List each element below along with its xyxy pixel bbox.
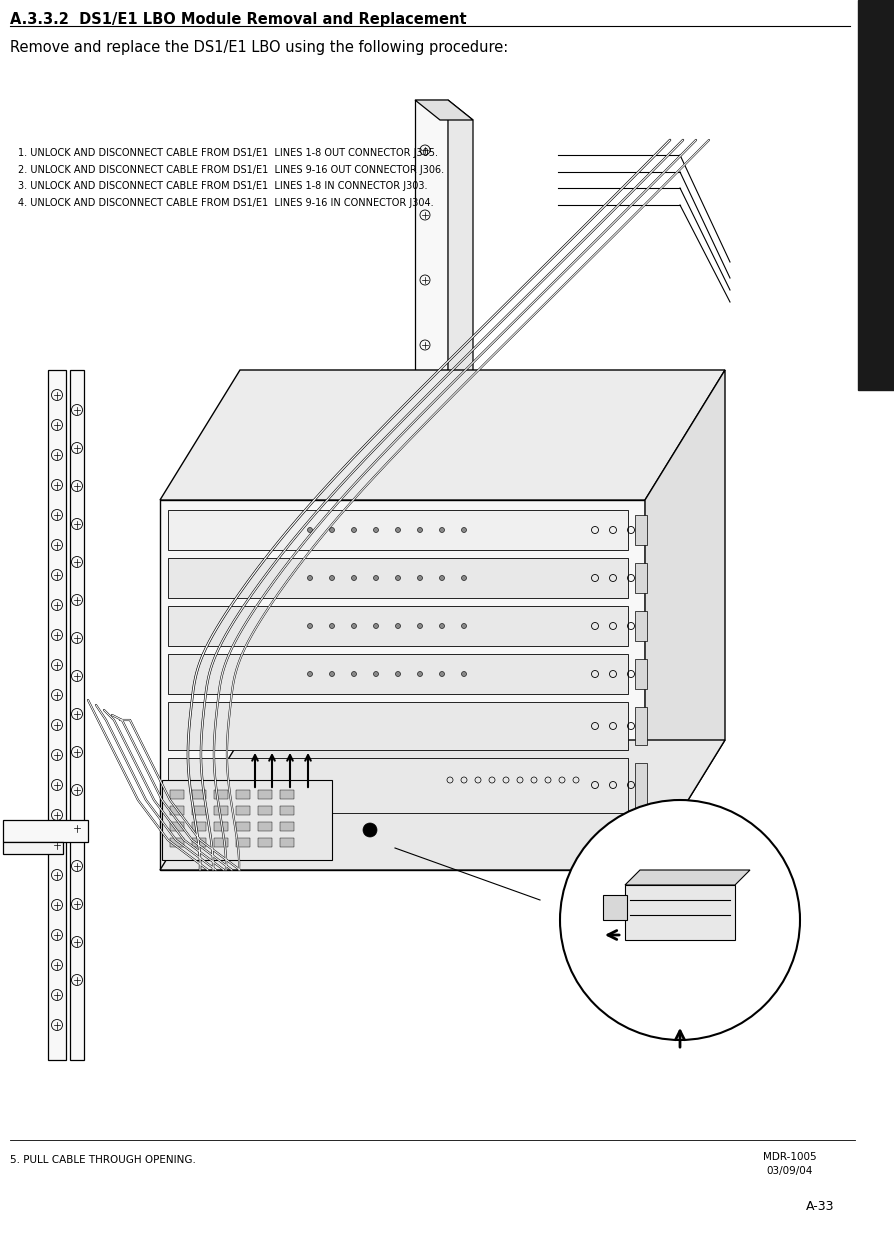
Bar	[236, 822, 249, 831]
Bar	[634, 515, 646, 545]
Bar	[192, 806, 206, 815]
Circle shape	[461, 576, 466, 581]
Circle shape	[308, 576, 312, 581]
Circle shape	[351, 672, 356, 677]
Text: Remove and replace the DS1/E1 LBO using the following procedure:: Remove and replace the DS1/E1 LBO using …	[10, 39, 508, 55]
Bar	[280, 790, 293, 799]
Bar	[280, 822, 293, 831]
Circle shape	[395, 624, 400, 629]
Circle shape	[461, 624, 466, 629]
Bar	[170, 806, 184, 815]
Circle shape	[417, 528, 422, 533]
Text: A.3.3.2  DS1/E1 LBO Module Removal and Replacement: A.3.3.2 DS1/E1 LBO Module Removal and Re…	[10, 12, 466, 27]
Bar	[624, 885, 734, 940]
Bar	[168, 653, 628, 694]
Bar	[160, 501, 645, 870]
Circle shape	[395, 576, 400, 581]
Bar	[257, 806, 272, 815]
Bar	[168, 510, 628, 550]
Circle shape	[560, 800, 799, 1039]
Bar	[168, 559, 628, 598]
Polygon shape	[415, 100, 472, 120]
Circle shape	[395, 528, 400, 533]
Circle shape	[308, 528, 312, 533]
Circle shape	[363, 822, 376, 837]
Bar	[415, 100, 448, 390]
Circle shape	[329, 624, 334, 629]
Circle shape	[373, 576, 378, 581]
Polygon shape	[624, 870, 749, 885]
Circle shape	[439, 624, 444, 629]
Bar	[214, 806, 228, 815]
Bar	[170, 822, 184, 831]
Text: 2. UNLOCK AND DISCONNECT CABLE FROM DS1/E1  LINES 9-16 OUT CONNECTOR J306.: 2. UNLOCK AND DISCONNECT CABLE FROM DS1/…	[18, 165, 443, 175]
Bar	[214, 790, 228, 799]
Circle shape	[373, 528, 378, 533]
Text: 1. UNLOCK AND DISCONNECT CABLE FROM DS1/E1  LINES 1-8 OUT CONNECTOR J305.: 1. UNLOCK AND DISCONNECT CABLE FROM DS1/…	[18, 148, 437, 158]
Bar	[3, 820, 88, 842]
Bar	[634, 763, 646, 808]
Circle shape	[417, 624, 422, 629]
Bar	[168, 758, 628, 813]
Circle shape	[329, 528, 334, 533]
Text: 3. UNLOCK AND DISCONNECT CABLE FROM DS1/E1  LINES 1-8 IN CONNECTOR J303.: 3. UNLOCK AND DISCONNECT CABLE FROM DS1/…	[18, 181, 427, 191]
Bar	[236, 806, 249, 815]
Circle shape	[351, 624, 356, 629]
Bar	[257, 790, 272, 799]
Circle shape	[417, 672, 422, 677]
Bar	[170, 838, 184, 847]
Bar	[162, 780, 332, 859]
Bar	[48, 370, 66, 1060]
Circle shape	[308, 672, 312, 677]
Text: 4. UNLOCK AND DISCONNECT CABLE FROM DS1/E1  LINES 9-16 IN CONNECTOR J304.: 4. UNLOCK AND DISCONNECT CABLE FROM DS1/…	[18, 199, 433, 208]
Bar	[257, 838, 272, 847]
Bar	[280, 806, 293, 815]
Polygon shape	[448, 100, 472, 411]
Bar	[634, 612, 646, 641]
Circle shape	[439, 528, 444, 533]
Polygon shape	[160, 370, 724, 501]
Bar	[70, 370, 84, 1060]
Circle shape	[439, 672, 444, 677]
Bar	[236, 838, 249, 847]
Bar	[192, 822, 206, 831]
Bar	[634, 658, 646, 689]
Circle shape	[351, 576, 356, 581]
Bar	[214, 822, 228, 831]
Bar	[236, 790, 249, 799]
Bar	[280, 838, 293, 847]
Bar	[170, 790, 184, 799]
Circle shape	[461, 528, 466, 533]
Circle shape	[439, 576, 444, 581]
Bar	[192, 838, 206, 847]
Bar	[634, 707, 646, 745]
Circle shape	[417, 576, 422, 581]
Circle shape	[308, 624, 312, 629]
Text: 03/09/04: 03/09/04	[766, 1166, 813, 1176]
Text: MDR-1005: MDR-1005	[763, 1152, 816, 1161]
Bar	[634, 563, 646, 593]
Bar	[857, 0, 894, 390]
Circle shape	[329, 576, 334, 581]
Bar	[168, 702, 628, 750]
Bar	[3, 842, 63, 854]
Circle shape	[395, 672, 400, 677]
Bar	[603, 895, 627, 920]
Text: 5. PULL CABLE THROUGH OPENING.: 5. PULL CABLE THROUGH OPENING.	[10, 1155, 196, 1165]
Circle shape	[461, 672, 466, 677]
Polygon shape	[645, 370, 724, 870]
Bar	[192, 790, 206, 799]
Bar	[257, 822, 272, 831]
Circle shape	[373, 624, 378, 629]
Bar	[214, 838, 228, 847]
Circle shape	[351, 528, 356, 533]
Polygon shape	[160, 740, 724, 870]
Circle shape	[373, 672, 378, 677]
Text: A-33: A-33	[805, 1200, 833, 1213]
Circle shape	[329, 672, 334, 677]
Bar	[168, 605, 628, 646]
